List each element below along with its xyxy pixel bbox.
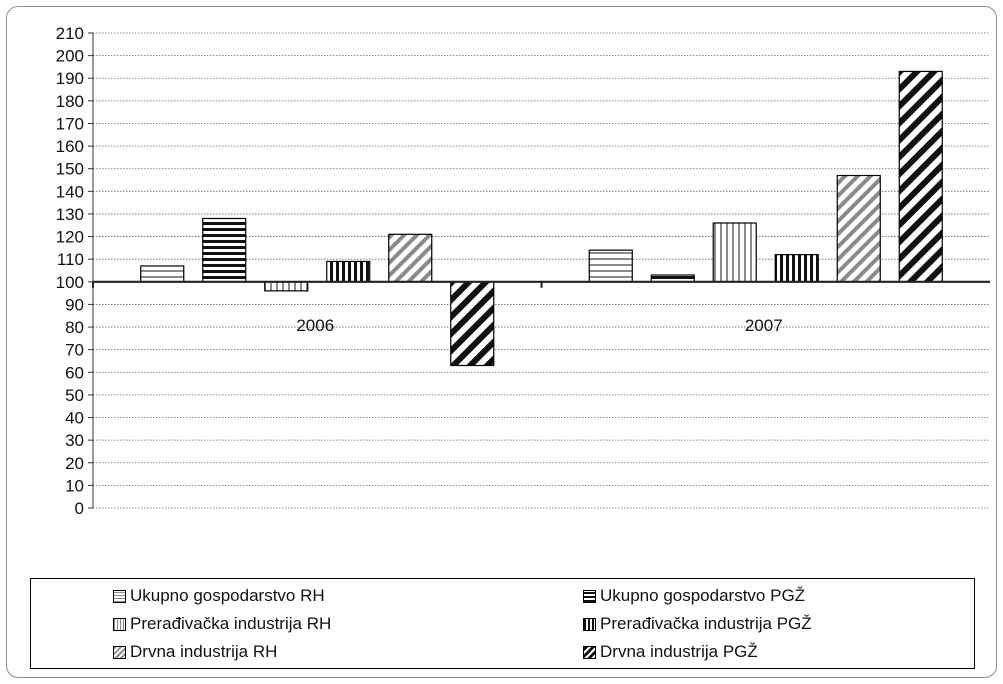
y-tick-label: 90	[65, 295, 84, 314]
y-tick-label: 0	[75, 499, 84, 518]
y-tick-label: 50	[65, 386, 84, 405]
y-tick-label: 180	[56, 92, 84, 111]
y-tick-label: 170	[56, 114, 84, 133]
x-tick-label: 2006	[296, 316, 334, 335]
y-tick-label: 150	[56, 160, 84, 179]
bar	[836, 174, 881, 283]
legend-item: Drvna industrija PGŽ	[583, 641, 758, 663]
bars	[140, 70, 943, 367]
bar	[326, 260, 371, 283]
bar	[450, 281, 495, 367]
y-tick-label: 130	[56, 205, 84, 224]
y-tick-label: 20	[65, 454, 84, 473]
y-tick-label: 160	[56, 137, 84, 156]
legend-swatch	[113, 645, 126, 659]
y-tick-label: 80	[65, 318, 84, 337]
legend-item: Ukupno gospodarstvo RH	[113, 585, 325, 607]
legend-item: Drvna industrija RH	[113, 641, 277, 663]
bar	[388, 233, 433, 283]
bar	[712, 222, 757, 283]
legend-label: Drvna industrija PGŽ	[600, 642, 758, 661]
bar	[588, 249, 633, 283]
y-tick-label: 120	[56, 228, 84, 247]
legend-swatch	[113, 617, 126, 631]
baseline-axis	[92, 280, 990, 288]
bar	[140, 265, 185, 283]
bar	[898, 70, 943, 283]
y-tick-label: 30	[65, 431, 84, 450]
bar	[774, 254, 819, 283]
x-axis-labels: 2006 2007	[296, 316, 782, 335]
y-tick-label: 60	[65, 363, 84, 382]
y-tick-label: 70	[65, 341, 84, 360]
legend-swatch	[113, 589, 126, 603]
y-tick-label: 140	[56, 182, 84, 201]
legend-swatch	[583, 617, 596, 631]
y-tick-label: 10	[65, 476, 84, 495]
y-tick-label: 190	[56, 69, 84, 88]
legend-label: Ukupno gospodarstvo RH	[130, 586, 325, 605]
legend-label: Drvna industrija RH	[130, 642, 278, 661]
legend-item: Prerađivačka industrija RH	[113, 613, 331, 635]
legend-item: Prerađivačka industrija PGŽ	[583, 613, 812, 635]
legend-label: Ukupno gospodarstvo PGŽ	[600, 586, 806, 605]
chart-frame	[6, 6, 997, 678]
legend-label: Prerađivačka industrija PGŽ	[600, 614, 812, 633]
y-axis: 0 10 20 30 40 50 60 70 80 90 100 110 120 130 140 150 160…	[56, 24, 94, 518]
bar	[264, 281, 309, 292]
legend-label: Prerađivačka industrija RH	[130, 614, 332, 633]
y-tick-label: 40	[65, 409, 84, 428]
x-tick-label: 2007	[745, 316, 783, 335]
bar	[202, 217, 247, 283]
y-tick-label: 110	[57, 250, 84, 269]
legend-item: Ukupno gospodarstvo PGŽ	[583, 585, 805, 607]
y-tick-label: 200	[56, 47, 84, 66]
legend: Ukupno gospodarstvo RH Ukupno gospodarstv…	[30, 578, 975, 669]
legend-swatch	[583, 589, 596, 603]
legend-swatch	[583, 645, 596, 659]
y-tick-label: 100	[56, 273, 84, 292]
y-tick-label: 210	[56, 24, 84, 43]
